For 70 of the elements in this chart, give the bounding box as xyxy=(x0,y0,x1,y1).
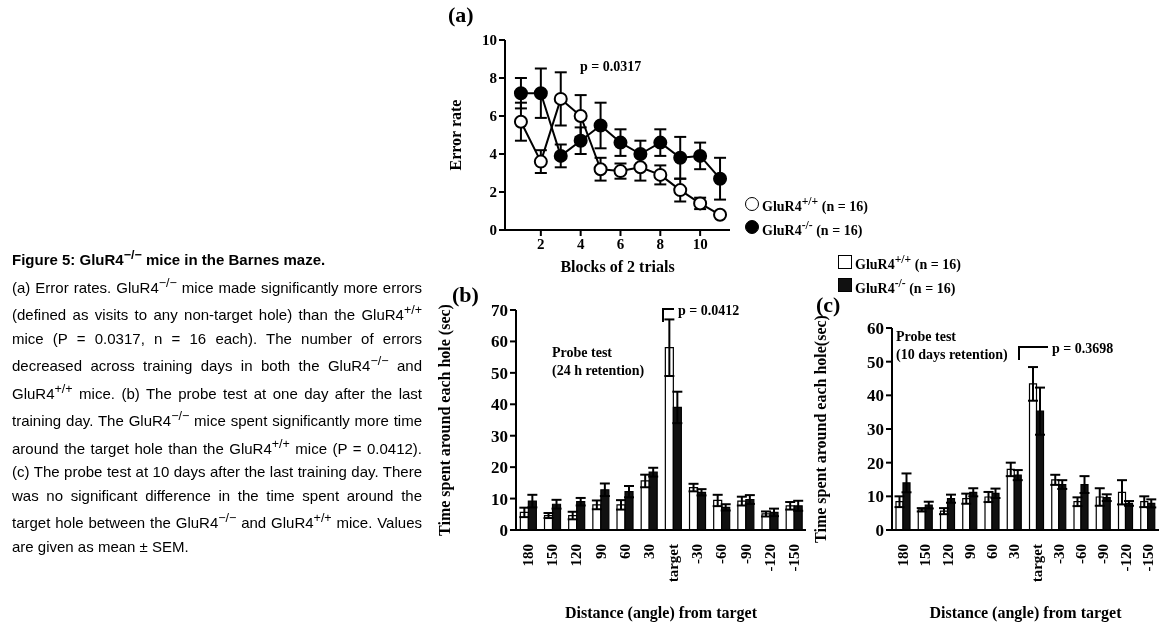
x-tick-label: 180 xyxy=(520,544,537,567)
y-tick-label: 50 xyxy=(491,363,508,383)
chart-title: (b) xyxy=(452,282,479,307)
x-tick-label: -30 xyxy=(689,544,706,564)
x-tick-label: 10 xyxy=(692,235,708,252)
x-tick-label: target xyxy=(665,544,682,583)
annotation: Probe test (10 days retention) xyxy=(896,328,1008,364)
y-tick-label: 0 xyxy=(875,521,884,541)
x-tick-label: 2 xyxy=(537,235,545,252)
y-tick-label: 0 xyxy=(489,222,497,239)
x-tick-label: 150 xyxy=(917,544,934,567)
x-tick-label: target xyxy=(1028,544,1045,583)
y-tick-label: 70 xyxy=(491,301,508,321)
x-tick-label: -60 xyxy=(713,544,730,564)
x-tick-label: 8 xyxy=(656,235,665,252)
x-axis-title: Distance (angle) from target xyxy=(564,604,758,622)
x-tick-label: -150 xyxy=(785,544,802,572)
y-tick-label: 30 xyxy=(491,426,508,446)
x-axis-title: Blocks of 2 trials xyxy=(560,258,675,275)
y-tick-label: 50 xyxy=(867,352,884,372)
x-tick-label: 90 xyxy=(592,544,609,559)
text: Figure 5: GluR4$^{−/−}$ mice in the Barnes maze. xyxy=(12,247,327,270)
x-tick-label: 150 xyxy=(544,544,561,567)
x-tick-label: -90 xyxy=(737,544,754,564)
x-tick-label: -30 xyxy=(1050,544,1067,564)
y-tick-label: 2 xyxy=(489,184,497,201)
legend-label: GluR4$^{-/-}$ (n = 16) xyxy=(855,275,956,298)
y-tick-label: 20 xyxy=(867,453,884,473)
x-tick-label: 60 xyxy=(984,544,1001,559)
annotation: Probe test (24 h retention) xyxy=(552,344,645,380)
annotation: p = 0.3698 xyxy=(1052,340,1114,358)
y-tick-label: 60 xyxy=(491,332,508,352)
x-tick-label: 120 xyxy=(568,544,585,567)
x-tick-label: 6 xyxy=(616,235,625,252)
annotation: p = 0.0412 xyxy=(678,302,740,320)
y-tick-label: 30 xyxy=(867,420,884,440)
x-axis-title: Distance (angle) from target xyxy=(929,604,1123,622)
x-tick-label: -120 xyxy=(761,544,778,572)
y-tick-label: 8 xyxy=(489,70,497,87)
chart-title: (c) xyxy=(816,292,841,317)
legend-label: GluR4$^{+/+}$ (n = 16) xyxy=(762,194,868,216)
x-tick-label: 4 xyxy=(576,235,585,252)
x-tick-label: 180 xyxy=(895,544,912,567)
legend-label: GluR4$^{-/-}$ (n = 16) xyxy=(762,217,863,240)
y-tick-label: 6 xyxy=(489,108,498,125)
x-tick-label: -90 xyxy=(1095,544,1112,564)
y-tick-label: 20 xyxy=(491,458,508,478)
text: (a) Error rates. GluR4$^{−/−}$ mice made significantly more errors (defined as visits to any non-target hole) than the GluR4$^{+/+}$ mice (P = 0.0317, n = 16 each). The number of errors decreased across training days in both the GluR4$^{−/−}$ and GluR4$^{+/+}$ mice. (b) The probe test at one day after the last training day. The GluR4$^{−/−}$ mice spent significantly more time around the target hole than the GluR4$^{+/+}$ mice (P = 0.0412). (c) The probe test at 10 days after the last training day. There was no significant difference in the time spent around the target hole between the GluR4$^{−/−}$ and GluR4$^{+/+}$ mice. Values are given as mean ± SEM. xyxy=(12,275,423,555)
x-tick-label: -60 xyxy=(1073,544,1090,564)
y-axis-title: Error rate xyxy=(446,99,464,171)
x-tick-label: 60 xyxy=(616,544,633,559)
y-tick-label: 40 xyxy=(867,386,884,406)
y-tick-label: 10 xyxy=(867,487,884,507)
y-tick-label: 40 xyxy=(491,395,508,415)
legend-label: GluR4$^{+/+}$ (n = 16) xyxy=(855,252,961,274)
y-tick-label: 4 xyxy=(489,146,498,163)
y-tick-label: 10 xyxy=(491,489,508,509)
x-tick-label: -150 xyxy=(1139,544,1156,572)
y-tick-label: 10 xyxy=(482,32,497,49)
y-axis-title: Time spent around each hole(sec) xyxy=(811,315,830,543)
y-axis-title: Time spent around each hole (sec) xyxy=(435,304,454,536)
annotation: p = 0.0317 xyxy=(580,58,642,76)
y-tick-label: 0 xyxy=(499,521,508,541)
chart-title: (a) xyxy=(448,2,474,28)
y-tick-label: 60 xyxy=(867,319,884,339)
x-tick-label: 30 xyxy=(640,544,657,559)
x-tick-label: 30 xyxy=(1006,544,1023,559)
x-tick-label: 90 xyxy=(961,544,978,559)
x-tick-label: 120 xyxy=(939,544,956,567)
x-tick-label: -120 xyxy=(1117,544,1134,572)
